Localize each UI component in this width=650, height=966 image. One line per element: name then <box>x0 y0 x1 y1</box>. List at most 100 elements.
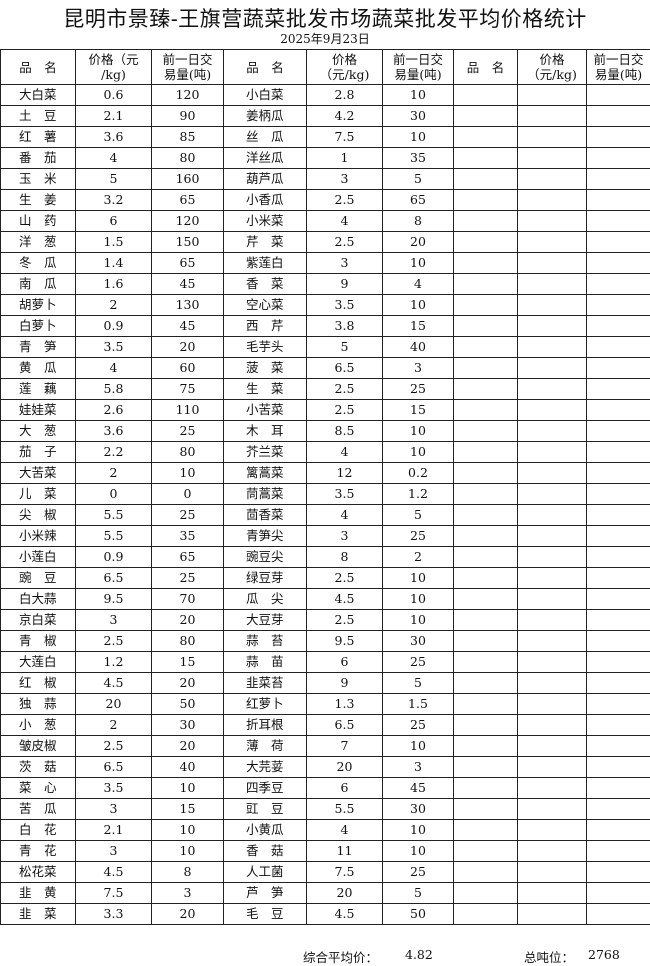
empty-cell <box>517 756 587 778</box>
price-cell: 3 <box>306 525 383 547</box>
empty-cell <box>586 630 650 652</box>
empty-cell <box>517 630 587 652</box>
vegetable-name: 芥兰菜 <box>223 441 307 463</box>
vegetable-name: 茴香菜 <box>223 504 307 526</box>
volume-cell: 20 <box>151 903 224 925</box>
empty-cell <box>517 336 587 358</box>
price-cell: 4 <box>75 147 152 169</box>
empty-cell <box>517 609 587 631</box>
price-cell: 4 <box>306 819 383 841</box>
empty-cell <box>586 147 650 169</box>
empty-cell <box>586 651 650 673</box>
price-cell: 2 <box>75 462 152 484</box>
price-cell: 2.5 <box>306 189 383 211</box>
price-cell: 4.5 <box>75 861 152 883</box>
price-cell: 12 <box>306 462 383 484</box>
empty-cell <box>586 672 650 694</box>
vegetable-name: 小米菜 <box>223 210 307 232</box>
empty-cell <box>586 798 650 820</box>
price-table: 品 名 价格（元/kg) 前一日交 易量(吨) 品 名 价格（元/kg) 前一日交… <box>0 49 650 925</box>
volume-cell: 45 <box>151 315 224 337</box>
vegetable-name: 尖 椒 <box>0 504 76 526</box>
price-cell: 5 <box>306 336 383 358</box>
volume-cell: 70 <box>151 588 224 610</box>
volume-cell: 8 <box>382 210 454 232</box>
empty-cell <box>453 651 518 673</box>
vegetable-name: 香 菜 <box>223 273 307 295</box>
vegetable-name: 丝 瓜 <box>223 126 307 148</box>
table-row: 番 茄 4 80 洋丝瓜 1 35 <box>0 147 650 169</box>
volume-cell: 35 <box>382 147 454 169</box>
header-volume-line1: 前一日交 <box>392 52 443 67</box>
vegetable-name: 大 葱 <box>0 420 76 442</box>
vegetable-name: 韭 黄 <box>0 882 76 904</box>
table-row: 韭 黄 7.5 3 芦 笋 20 5 <box>0 882 650 904</box>
table-row: 大白菜 0.6 120 小白菜 2.8 10 <box>0 84 650 106</box>
volume-cell: 20 <box>382 231 454 253</box>
vegetable-name: 南 瓜 <box>0 273 76 295</box>
price-cell: 6.5 <box>75 567 152 589</box>
empty-cell <box>586 609 650 631</box>
empty-cell <box>453 672 518 694</box>
table-row: 莲 藕 5.8 75 生 菜 2.5 25 <box>0 378 650 400</box>
empty-cell <box>517 525 587 547</box>
total-tonnage-value: 2768 <box>588 947 620 962</box>
price-cell: 2.8 <box>306 84 383 106</box>
price-cell: 9.5 <box>306 630 383 652</box>
volume-cell: 30 <box>382 798 454 820</box>
vegetable-name: 薄 荷 <box>223 735 307 757</box>
table-row: 大苦菜 2 10 篱蒿菜 12 0.2 <box>0 462 650 484</box>
vegetable-name: 青 椒 <box>0 630 76 652</box>
vegetable-name: 茼蒿菜 <box>223 483 307 505</box>
empty-cell <box>453 735 518 757</box>
price-cell: 6.5 <box>306 357 383 379</box>
empty-cell <box>453 588 518 610</box>
price-cell: 2.1 <box>75 105 152 127</box>
empty-cell <box>517 441 587 463</box>
price-cell: 9 <box>306 273 383 295</box>
price-cell: 4.5 <box>75 672 152 694</box>
vegetable-name: 紫莲白 <box>223 252 307 274</box>
table-row: 皱皮椒 2.5 20 薄 荷 7 10 <box>0 735 650 757</box>
empty-cell <box>586 357 650 379</box>
empty-cell <box>453 357 518 379</box>
table-row: 生 姜 3.2 65 小香瓜 2.5 65 <box>0 189 650 211</box>
volume-cell: 20 <box>151 336 224 358</box>
empty-cell <box>517 273 587 295</box>
table-row: 白萝卜 0.9 45 西 芹 3.8 15 <box>0 315 650 337</box>
header-volume-line2: 易量(吨) <box>394 67 442 82</box>
price-cell: 3 <box>75 798 152 820</box>
empty-cell <box>586 126 650 148</box>
vegetable-name: 瓜 尖 <box>223 588 307 610</box>
table-row: 黄 瓜 4 60 菠 菜 6.5 3 <box>0 357 650 379</box>
table-row: 松花菜 4.5 8 人工菌 7.5 25 <box>0 861 650 883</box>
vegetable-name: 豇 豆 <box>223 798 307 820</box>
vegetable-name: 大白菜 <box>0 84 76 106</box>
empty-cell <box>586 588 650 610</box>
empty-cell <box>517 714 587 736</box>
header-volume: 前一日交 易量(吨) <box>151 49 224 85</box>
empty-cell <box>453 861 518 883</box>
vegetable-name: 姜柄瓜 <box>223 105 307 127</box>
volume-cell: 10 <box>382 567 454 589</box>
empty-cell <box>586 231 650 253</box>
empty-cell <box>517 84 587 106</box>
header-price-text: 价格（元/kg) <box>527 52 577 82</box>
empty-cell <box>453 714 518 736</box>
table-row: 玉 米 5 160 葫芦瓜 3 5 <box>0 168 650 190</box>
table-row: 大 葱 3.6 25 木 耳 8.5 10 <box>0 420 650 442</box>
empty-cell <box>453 525 518 547</box>
empty-cell <box>517 378 587 400</box>
price-cell: 5 <box>75 168 152 190</box>
header-volume-line2: 易量(吨) <box>594 67 643 82</box>
table-row: 胡萝卜 2 130 空心菜 3.5 10 <box>0 294 650 316</box>
price-cell: 0 <box>75 483 152 505</box>
vegetable-name: 空心菜 <box>223 294 307 316</box>
empty-cell <box>517 315 587 337</box>
header-price: 价格（元/kg) <box>517 49 587 85</box>
header-volume: 前一日交 易量(吨) <box>586 49 650 85</box>
table-row: 尖 椒 5.5 25 茴香菜 4 5 <box>0 504 650 526</box>
header-price-text: 价格（元/kg) <box>319 52 370 82</box>
empty-cell <box>586 84 650 106</box>
volume-cell: 160 <box>151 168 224 190</box>
